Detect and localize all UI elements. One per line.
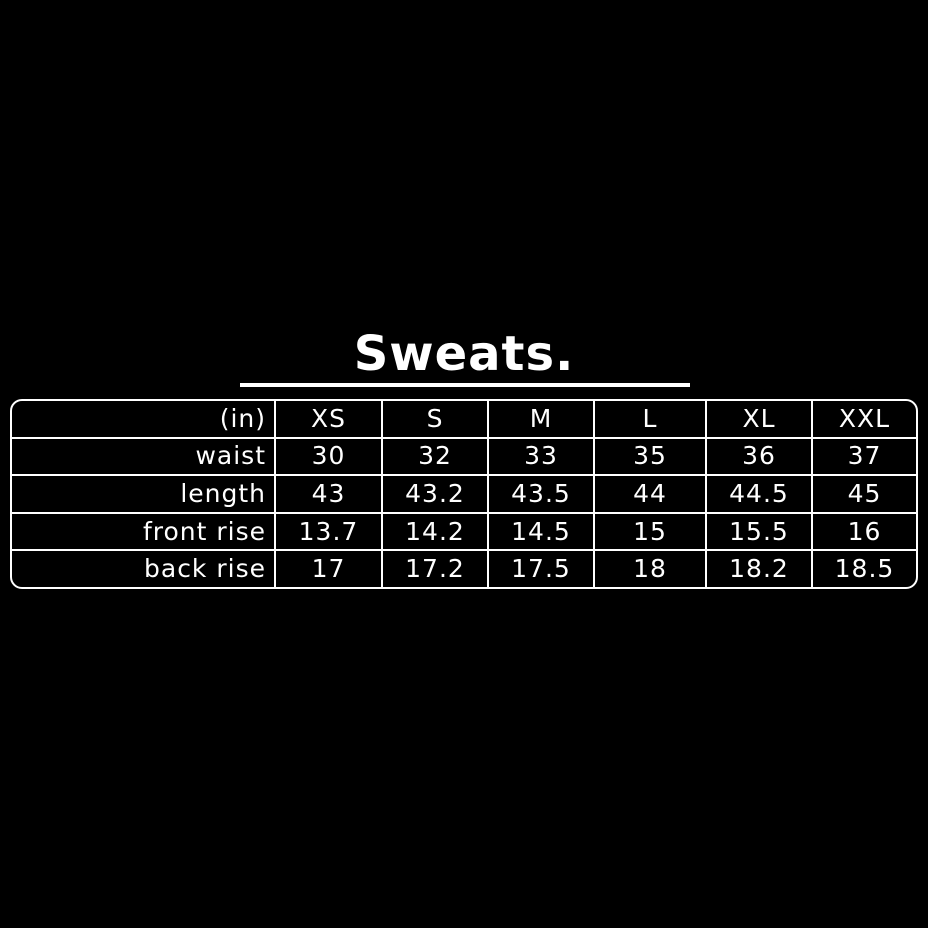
table-cell: 14.5	[487, 511, 595, 552]
measure-label: length	[12, 474, 276, 514]
table-cell: 45	[811, 474, 916, 514]
header-row: (in) XS S M L XL XXL	[12, 401, 916, 439]
table-cell: 13.7	[274, 511, 383, 552]
table-row: waist 30 32 33 35 36 37	[12, 436, 916, 477]
size-chart-table: (in) XS S M L XL XXL waist 30 32 33 35 36 37 length 43 4…	[10, 399, 918, 589]
table-cell: 17	[274, 549, 383, 587]
measure-label: front rise	[12, 511, 276, 552]
size-header: XS	[274, 401, 383, 439]
table-cell: 33	[487, 436, 595, 477]
table-cell: 36	[705, 436, 813, 477]
table-cell: 15	[593, 511, 707, 552]
table-cell: 17.5	[487, 549, 595, 587]
size-header: M	[487, 401, 595, 439]
title-underline	[240, 383, 690, 387]
size-header: L	[593, 401, 707, 439]
size-header: XL	[705, 401, 813, 439]
table-cell: 37	[811, 436, 916, 477]
table-cell: 43.5	[487, 474, 595, 514]
table-cell: 44	[593, 474, 707, 514]
table-cell: 43.2	[381, 474, 489, 514]
size-header: S	[381, 401, 489, 439]
table-cell: 32	[381, 436, 489, 477]
table-cell: 17.2	[381, 549, 489, 587]
page-title: Sweats.	[353, 326, 575, 382]
table-row: back rise 17 17.2 17.5 18 18.2 18.5	[12, 549, 916, 587]
table-cell: 18.2	[705, 549, 813, 587]
unit-label: (in)	[12, 401, 276, 439]
table-cell: 18.5	[811, 549, 916, 587]
table-cell: 30	[274, 436, 383, 477]
measure-label: back rise	[12, 549, 276, 587]
table-cell: 43	[274, 474, 383, 514]
measure-label: waist	[12, 436, 276, 477]
table-cell: 35	[593, 436, 707, 477]
table-row: length 43 43.2 43.5 44 44.5 45	[12, 474, 916, 514]
table-row: front rise 13.7 14.2 14.5 15 15.5 16	[12, 511, 916, 552]
table-cell: 14.2	[381, 511, 489, 552]
table-cell: 16	[811, 511, 916, 552]
table-cell: 15.5	[705, 511, 813, 552]
size-header: XXL	[811, 401, 916, 439]
table-cell: 44.5	[705, 474, 813, 514]
table-cell: 18	[593, 549, 707, 587]
